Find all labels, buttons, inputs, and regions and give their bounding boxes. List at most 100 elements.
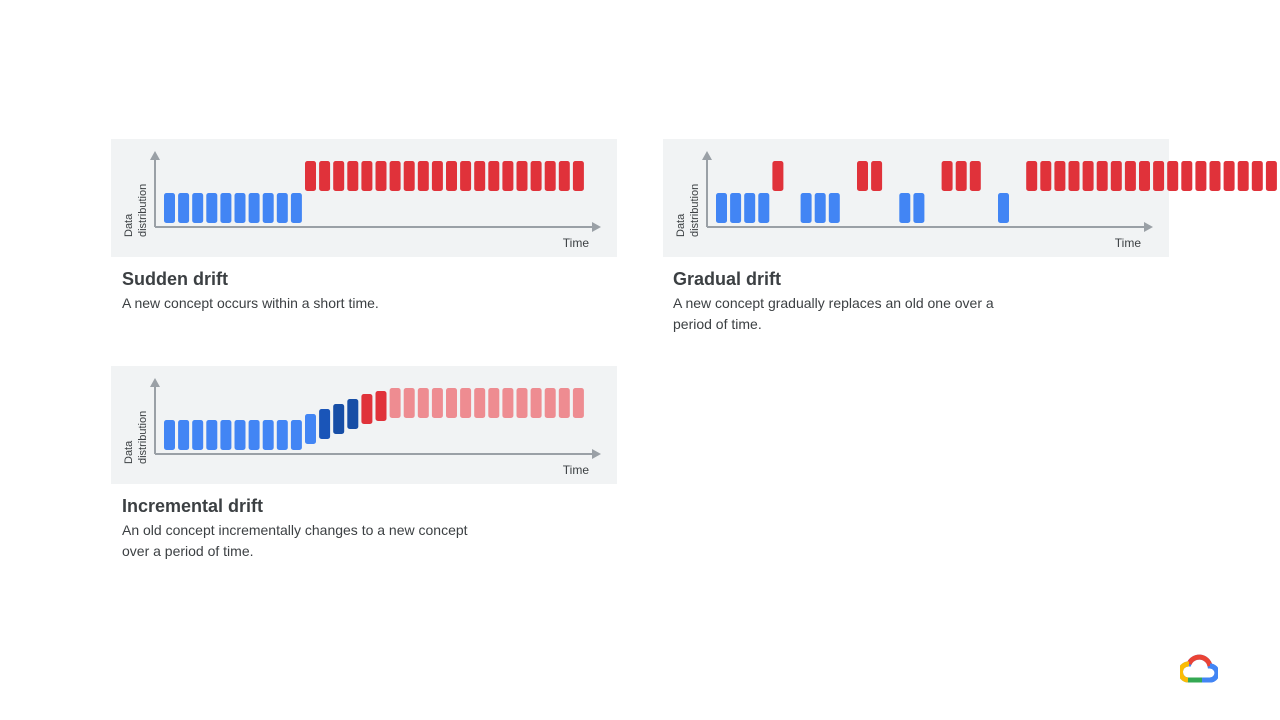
drift-bars-svg (150, 378, 601, 459)
data-bar (417, 161, 429, 191)
x-axis-label: Time (562, 236, 589, 250)
data-bar (164, 193, 175, 223)
data-bar (488, 161, 500, 191)
data-bar (1054, 161, 1066, 191)
data-bar (347, 161, 359, 191)
data-bar (1026, 161, 1038, 191)
data-bar (474, 388, 486, 418)
data-bar (460, 388, 472, 418)
data-bar (558, 388, 570, 418)
data-bar (220, 193, 232, 223)
y-axis-arrow (150, 151, 160, 160)
data-bar (192, 420, 204, 450)
data-bar (417, 388, 429, 418)
data-bar (1124, 161, 1136, 191)
data-bar (206, 420, 218, 450)
data-bar (234, 193, 246, 223)
data-bar (941, 161, 953, 191)
data-bar (530, 161, 542, 191)
data-bar (403, 161, 415, 191)
incremental-drift-diagram: Data distribution Time (111, 366, 617, 484)
card-description: A new concept gradually replaces an old … (673, 295, 994, 332)
data-bar (1153, 161, 1165, 191)
data-bar (333, 161, 345, 191)
data-bar (319, 161, 331, 191)
data-bar (1068, 161, 1080, 191)
data-bar (572, 161, 584, 191)
data-bar (290, 193, 302, 223)
data-bar (375, 161, 387, 191)
drift-bars-svg (150, 151, 601, 232)
data-bar (389, 388, 401, 418)
data-bar (1265, 161, 1277, 191)
data-bar (361, 394, 373, 424)
data-bar (488, 388, 500, 418)
data-bar (178, 420, 190, 450)
data-bar (460, 161, 472, 191)
data-bar (1223, 161, 1235, 191)
data-bar (389, 161, 401, 191)
data-bar (431, 161, 443, 191)
data-bar (828, 193, 840, 223)
data-bar (502, 388, 514, 418)
data-bar (192, 193, 204, 223)
data-bar (857, 161, 868, 191)
data-bar (758, 193, 770, 223)
data-bar (403, 388, 415, 418)
drift-bars-svg (702, 151, 1277, 232)
data-bar (446, 161, 457, 191)
data-bar (502, 161, 514, 191)
data-bar (744, 193, 756, 223)
data-bar (1237, 161, 1249, 191)
data-bar (347, 399, 359, 429)
data-bar (1110, 161, 1122, 191)
card-title: Incremental drift (122, 496, 264, 516)
data-bar (1251, 161, 1263, 191)
data-bar (530, 388, 542, 418)
data-bar (1082, 161, 1094, 191)
card-title: Sudden drift (122, 269, 228, 289)
data-bar (333, 404, 345, 434)
data-bar (730, 193, 742, 223)
data-bar (899, 193, 911, 223)
data-bar (516, 161, 528, 191)
y-axis-arrow (150, 378, 160, 387)
sudden-drift-diagram: Data distribution Time (111, 139, 617, 257)
x-axis-label: Time (562, 463, 589, 477)
data-bar (248, 193, 260, 223)
data-bar (800, 193, 812, 223)
x-axis-arrow (592, 222, 601, 232)
data-bar (262, 193, 274, 223)
data-bar (206, 193, 218, 223)
data-bar (544, 161, 556, 191)
data-bar (305, 414, 316, 444)
data-bar (772, 161, 784, 191)
data-bar (913, 193, 925, 223)
data-bar (276, 420, 288, 450)
data-bar (1096, 161, 1108, 191)
x-axis-label: Time (1114, 236, 1141, 250)
data-bar (998, 193, 1009, 223)
data-bar (814, 193, 826, 223)
data-bar (1195, 161, 1207, 191)
y-axis-arrow (702, 151, 712, 160)
data-bar (572, 388, 584, 418)
x-axis-arrow (1144, 222, 1153, 232)
x-axis-arrow (592, 449, 601, 459)
gradual-drift-diagram: Data distribution Time (663, 139, 1277, 257)
data-bar (1167, 161, 1179, 191)
data-bar (1040, 161, 1052, 191)
data-bar (220, 420, 232, 450)
data-bar (871, 161, 883, 191)
data-bar (1209, 161, 1221, 191)
data-bar (234, 420, 246, 450)
data-bar (1139, 161, 1150, 191)
data-bar (248, 420, 260, 450)
data-bar (276, 193, 288, 223)
data-bar (319, 409, 331, 439)
card-description: A new concept occurs within a short time… (122, 295, 379, 311)
data-bar (164, 420, 175, 450)
data-bar (431, 388, 443, 418)
data-bar (955, 161, 967, 191)
data-bar (178, 193, 190, 223)
